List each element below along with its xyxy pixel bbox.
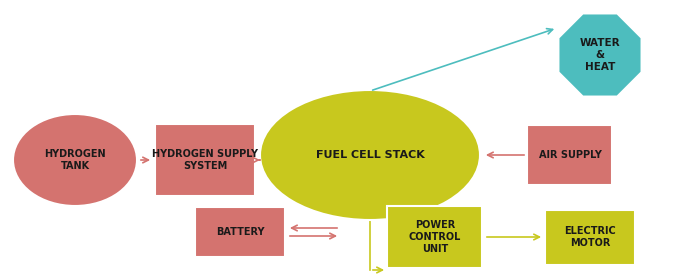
FancyBboxPatch shape <box>155 124 255 196</box>
Text: WATER
&
HEAT: WATER & HEAT <box>580 39 621 72</box>
Polygon shape <box>558 13 642 97</box>
Ellipse shape <box>13 114 137 206</box>
Text: HYDROGEN SUPPLY
SYSTEM: HYDROGEN SUPPLY SYSTEM <box>152 149 258 171</box>
Text: BATTERY: BATTERY <box>216 227 264 237</box>
Text: AIR SUPPLY: AIR SUPPLY <box>538 150 601 160</box>
Ellipse shape <box>260 90 480 220</box>
FancyBboxPatch shape <box>545 210 635 264</box>
Text: FUEL CELL STACK: FUEL CELL STACK <box>316 150 425 160</box>
Text: ELECTRIC
MOTOR: ELECTRIC MOTOR <box>564 226 616 248</box>
FancyBboxPatch shape <box>195 207 285 257</box>
FancyBboxPatch shape <box>527 125 612 185</box>
Text: HYDROGEN
TANK: HYDROGEN TANK <box>45 149 105 171</box>
Text: POWER
CONTROL
UNIT: POWER CONTROL UNIT <box>409 220 461 254</box>
FancyBboxPatch shape <box>388 206 482 268</box>
